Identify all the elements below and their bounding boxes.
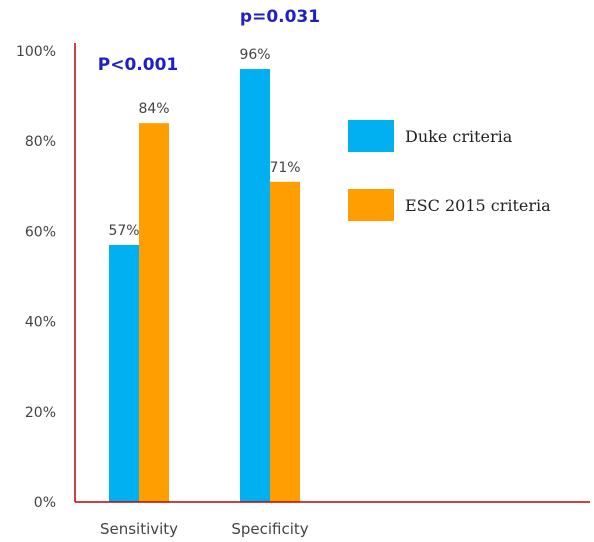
y-tick-label: 80% xyxy=(25,134,56,150)
p-value-annotation: p=0.031 xyxy=(240,7,320,27)
data-label: 84% xyxy=(138,101,169,117)
data-label: 71% xyxy=(269,160,300,176)
data-label: 96% xyxy=(239,47,270,63)
bar xyxy=(139,123,169,502)
plot-area: 0% 20% 40% 60% 80% 100% 57% 96% 84% 71% Sensitivit… xyxy=(16,7,590,538)
bar xyxy=(270,181,300,503)
bar xyxy=(109,244,139,502)
y-tick-label: 40% xyxy=(25,315,56,331)
p-value-annotation: P<0.001 xyxy=(98,55,178,75)
bar xyxy=(240,69,270,502)
legend-label: ESC 2015 criteria xyxy=(405,196,551,215)
data-label: 57% xyxy=(108,223,139,239)
y-tick-label: 20% xyxy=(25,405,56,421)
legend-swatch xyxy=(348,120,394,152)
x-category-label: Sensitivity xyxy=(100,520,178,538)
x-category-label: Specificity xyxy=(231,520,308,538)
y-tick-label: 100% xyxy=(16,44,56,60)
y-tick-label: 0% xyxy=(34,495,56,511)
y-tick-label: 60% xyxy=(25,224,56,240)
legend-label: Duke criteria xyxy=(405,127,513,146)
legend-swatch xyxy=(348,189,394,221)
